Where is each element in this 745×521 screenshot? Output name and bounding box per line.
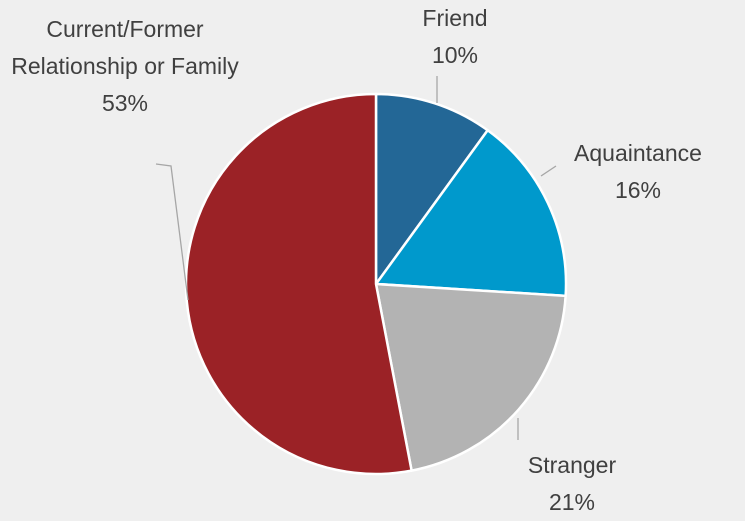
pie-slice (374, 129, 568, 298)
leader-line (155, 163, 189, 301)
slice-label: Aquaintance 16% (538, 135, 738, 209)
slice-label: Stranger 21% (472, 447, 672, 521)
slice-label: Friend 10% (375, 0, 535, 74)
category-label: Friend (422, 5, 488, 31)
pie-slice (374, 282, 567, 472)
leader-line (540, 165, 557, 177)
category-label: Current/Former Relationship or Family (11, 16, 239, 79)
value-label: 21% (548, 489, 596, 515)
value-label: 16% (614, 177, 662, 203)
value-label: 53% (101, 90, 149, 116)
pie-slice (374, 92, 489, 286)
slice-label: Current/Former Relationship or Family 53% (8, 11, 243, 122)
category-label: Stranger (527, 452, 617, 478)
category-label: Aquaintance (574, 140, 702, 166)
value-label: 10% (431, 42, 479, 68)
pie-slice (184, 92, 413, 476)
